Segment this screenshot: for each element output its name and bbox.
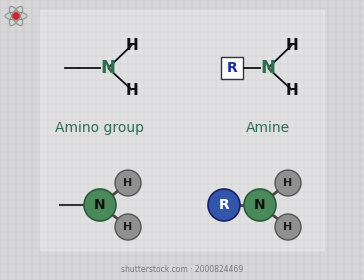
Text: H: H xyxy=(123,178,132,188)
Text: N: N xyxy=(254,198,266,212)
Text: H: H xyxy=(126,83,138,97)
Circle shape xyxy=(115,170,141,196)
FancyBboxPatch shape xyxy=(221,57,243,79)
Text: H: H xyxy=(286,83,298,97)
Text: N: N xyxy=(261,59,276,77)
Text: H: H xyxy=(284,178,293,188)
Text: R: R xyxy=(219,198,229,212)
Circle shape xyxy=(84,189,116,221)
Circle shape xyxy=(13,13,19,19)
Text: R: R xyxy=(227,61,237,75)
Circle shape xyxy=(208,189,240,221)
Text: H: H xyxy=(284,222,293,232)
Text: shutterstock.com · 2000824469: shutterstock.com · 2000824469 xyxy=(121,265,243,274)
Text: H: H xyxy=(123,222,132,232)
Text: Amino group: Amino group xyxy=(55,121,145,135)
Circle shape xyxy=(244,189,276,221)
Circle shape xyxy=(115,214,141,240)
Text: H: H xyxy=(126,38,138,53)
Circle shape xyxy=(275,214,301,240)
Text: N: N xyxy=(94,198,106,212)
Text: Amine: Amine xyxy=(246,121,290,135)
Bar xyxy=(40,10,324,250)
Text: H: H xyxy=(286,38,298,53)
Text: N: N xyxy=(100,59,115,77)
Circle shape xyxy=(275,170,301,196)
